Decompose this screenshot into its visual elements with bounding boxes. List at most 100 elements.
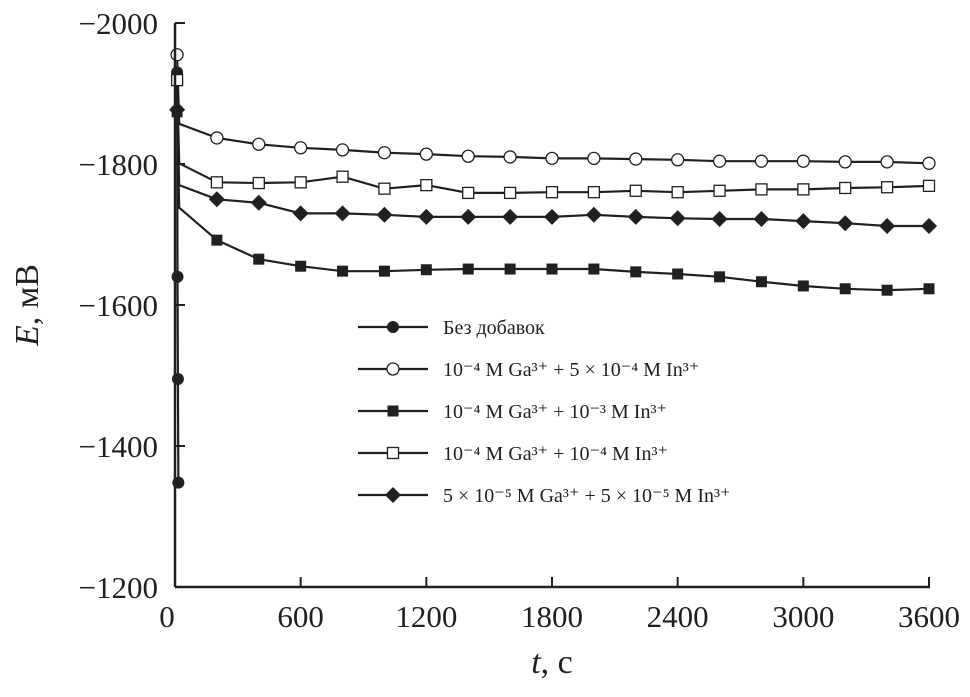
data-point <box>921 218 937 235</box>
data-point <box>462 263 474 275</box>
data-point <box>378 182 391 195</box>
data-point <box>587 151 601 166</box>
y-axis-title: E, мВ <box>9 264 46 347</box>
data-point <box>839 283 851 295</box>
data-point <box>294 176 307 189</box>
data-point <box>880 155 894 169</box>
data-point <box>839 181 852 195</box>
y-axis-var: E <box>9 325 46 347</box>
data-point <box>672 268 684 280</box>
data-point <box>755 183 768 196</box>
data-point <box>503 186 517 200</box>
series-4 <box>169 101 937 235</box>
data-point <box>418 208 435 225</box>
x-tick-label: 0 <box>159 599 175 634</box>
data-point <box>250 194 267 211</box>
series-line <box>176 80 930 194</box>
data-point <box>504 263 516 275</box>
legend-label: 10⁻⁴ М Ga³⁺ + 10⁻⁴ М In³⁺ <box>443 443 668 465</box>
data-point <box>879 218 896 235</box>
y-axis-unit: , мВ <box>9 264 46 325</box>
data-point <box>881 284 893 296</box>
data-point <box>545 186 559 199</box>
data-point <box>797 183 810 196</box>
series-3 <box>170 73 936 200</box>
data-point <box>711 210 728 227</box>
series-line <box>176 54 930 165</box>
legend: Без добавок 10⁻⁴ М Ga³⁺ + 5 × 10⁻⁴ М In³⁺… <box>358 317 731 507</box>
data-point <box>334 205 351 222</box>
data-point <box>419 147 433 161</box>
data-point <box>795 213 812 230</box>
data-point <box>210 131 224 145</box>
data-point <box>753 210 770 227</box>
data-point <box>546 263 558 275</box>
legend-entry: 10⁻⁴ М Ga³⁺ + 10⁻⁴ М In³⁺ <box>358 443 668 465</box>
data-point <box>211 234 223 246</box>
data-point <box>544 208 560 225</box>
data-point <box>462 186 475 200</box>
data-point <box>797 280 809 292</box>
series-line <box>176 72 180 483</box>
data-point <box>337 265 349 277</box>
data-point <box>292 205 309 222</box>
data-point <box>461 149 475 163</box>
x-axis-title: t, с <box>531 644 573 681</box>
data-point <box>588 263 600 275</box>
data-point <box>336 170 349 183</box>
data-point <box>252 176 265 190</box>
data-point <box>587 186 601 199</box>
data-point <box>170 73 184 87</box>
series-2 <box>171 106 935 296</box>
x-tick-label: 3000 <box>772 599 834 634</box>
data-point <box>629 152 643 166</box>
data-point <box>627 208 644 225</box>
x-tick-label: 600 <box>277 599 324 634</box>
data-point <box>671 186 684 199</box>
data-point <box>503 150 517 164</box>
data-point <box>171 373 184 386</box>
data-point <box>880 181 894 194</box>
data-point <box>171 270 184 283</box>
legend-marker <box>387 405 399 417</box>
data-point <box>210 176 224 189</box>
x-tick-label: 2400 <box>647 599 709 634</box>
data-point <box>922 156 936 170</box>
series-line <box>176 109 929 228</box>
data-point <box>755 276 767 288</box>
legend-marker <box>386 446 400 460</box>
data-point <box>629 184 642 197</box>
data-point <box>376 206 393 223</box>
y-tick-label: −1600 <box>79 288 158 323</box>
data-point <box>335 143 350 157</box>
y-tick-label: −2000 <box>79 6 158 41</box>
data-point <box>253 253 265 265</box>
data-point <box>420 264 432 276</box>
x-tick-label: 1200 <box>395 599 457 634</box>
data-point <box>208 191 225 208</box>
x-axis-var: t <box>531 644 542 681</box>
y-tick-label: −1200 <box>79 570 158 605</box>
data-point <box>630 266 642 278</box>
data-point <box>377 146 392 160</box>
data-point <box>796 154 810 168</box>
data-point <box>922 179 936 193</box>
legend-label: 10⁻⁴ М Ga³⁺ + 5 × 10⁻⁴ М In³⁺ <box>443 359 699 381</box>
data-point <box>837 215 854 232</box>
data-point <box>294 141 308 155</box>
data-point <box>838 155 852 169</box>
data-point <box>169 101 186 118</box>
legend-entry: 10⁻⁴ М Ga³⁺ + 10⁻³ М In³⁺ <box>358 401 667 423</box>
legend-label: 10⁻⁴ М Ga³⁺ + 10⁻³ М In³⁺ <box>443 401 667 423</box>
data-point <box>669 210 686 227</box>
data-point <box>420 178 433 192</box>
legend-marker <box>386 362 400 376</box>
data-point <box>714 271 726 283</box>
x-tick-label: 1800 <box>521 599 583 634</box>
data-point <box>923 283 935 295</box>
data-point <box>712 154 727 168</box>
data-point <box>713 184 726 197</box>
data-point <box>295 260 307 272</box>
